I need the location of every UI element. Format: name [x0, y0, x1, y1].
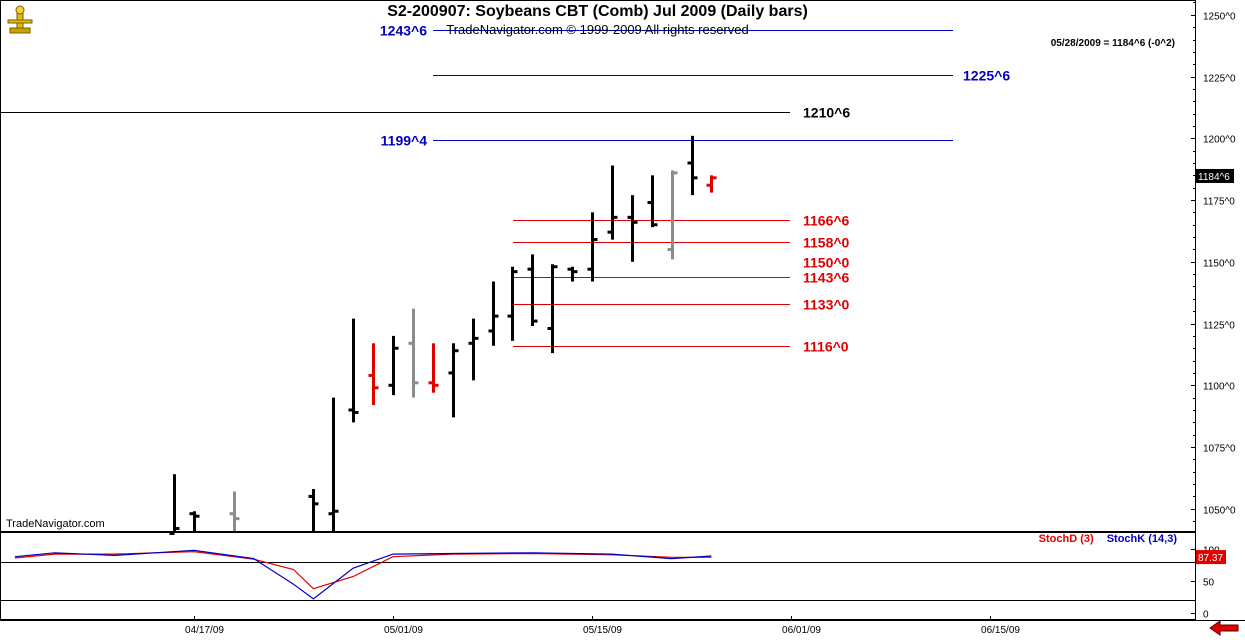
stoch-legend: StochD (3) StochK (14,3): [1039, 533, 1177, 545]
ohlc-bar: [308, 489, 319, 531]
main-panel: [0, 0, 1196, 532]
y-tick-label: 1175^0: [1203, 197, 1235, 208]
stoch-k-legend: StochK (14,3): [1106, 533, 1177, 545]
stoch-y-tick-label: 50: [1203, 578, 1215, 589]
axes: 1050^0 1075^0 1100^0 1125^0 1150^0 1175^0 1200…: [185, 2, 1236, 636]
ohlc-bar: [647, 175, 658, 228]
y-tick-label: 1075^0: [1203, 444, 1236, 455]
stoch-y-tick-label: 0: [1203, 610, 1209, 621]
chart-subtitle: TradeNavigator.com © 1999-2009 All right…: [446, 22, 749, 37]
watermark: TradeNavigator.com: [6, 518, 105, 530]
stoch-d-line: [14, 550, 712, 590]
y-tick-label: 1050^0: [1203, 506, 1236, 517]
ohlc-bar: [368, 343, 379, 406]
ohlc-bar: [567, 266, 578, 282]
left-arrow-icon[interactable]: [1208, 620, 1240, 636]
ohlc-bar: [527, 254, 538, 327]
y-tick-label: 1100^0: [1203, 382, 1235, 393]
support-label: 1150^0: [803, 255, 850, 271]
resistance-label: 1243^6: [380, 23, 427, 39]
support-label: 1158^0: [803, 235, 850, 251]
y-tick-label: 1250^0: [1203, 12, 1236, 23]
x-tick-label: 05/01/09: [384, 625, 423, 636]
ohlc-bar: [468, 318, 479, 381]
chart-title: S2-200907: Soybeans CBT (Comb) Jul 2009 …: [387, 3, 808, 20]
support-label: 1116^0: [803, 339, 849, 355]
y-tick-label: 1225^0: [1203, 74, 1236, 85]
x-tick-label: 06/15/09: [981, 625, 1020, 636]
ohlc-bar: [507, 266, 518, 341]
ohlc-bar: [706, 175, 717, 193]
stoch-panel: [0, 532, 1196, 620]
ohlc-bar: [229, 491, 240, 531]
stoch-k-line: [14, 549, 712, 600]
y-tick-label: 1125^0: [1203, 321, 1235, 332]
ohlc-bar: [547, 264, 558, 354]
price-plot: 1243^6 1225^6 1199^4 1210^6 1166^6 1158^0 1150…: [0, 23, 1010, 535]
ohlc-bar: [687, 135, 698, 196]
support-label: 1166^6: [803, 213, 850, 229]
stoch-d-legend: StochD (3): [1038, 533, 1094, 545]
ohlc-bar: [627, 195, 638, 262]
resistance-label: 1210^6: [803, 105, 850, 121]
x-tick-label: 06/01/09: [782, 625, 821, 636]
stoch-last-box: [1196, 550, 1226, 565]
ohlc-bar: [448, 343, 459, 418]
ohlc-bar: [348, 318, 359, 423]
ohlc-bar: [388, 335, 399, 396]
ohlc-bar: [189, 511, 200, 531]
last-price-label: 1184^6: [1198, 172, 1230, 183]
ohlc-bar: [667, 170, 678, 260]
x-tick-label: 05/15/09: [583, 625, 622, 636]
ohlc-bar: [587, 212, 598, 282]
x-tick-label: 04/17/09: [185, 625, 224, 636]
trade-navigator-logo-icon[interactable]: [4, 4, 36, 36]
ohlc-bar: [328, 397, 339, 531]
resistance-label: 1199^4: [381, 133, 428, 149]
ohlc-bar: [428, 343, 439, 393]
stochastic-plot: [0, 549, 1195, 601]
support-label: 1143^6: [803, 270, 850, 286]
support-label: 1133^0: [803, 297, 850, 313]
ohlc-bar: [408, 308, 419, 398]
ohlc-bar: [169, 474, 180, 535]
resistance-label: 1225^6: [963, 68, 1010, 84]
ohlc-bar: [607, 165, 618, 240]
ohlc-bar: [488, 281, 499, 346]
stoch-last-label: 87.37: [1198, 553, 1223, 564]
last-price-box: [1196, 168, 1234, 183]
y-tick-label: 1150^0: [1203, 259, 1235, 270]
last-quote-readout: 05/28/2009 = 1184^6 (-0^2): [1050, 38, 1175, 49]
y-tick-label: 1200^0: [1203, 135, 1236, 146]
